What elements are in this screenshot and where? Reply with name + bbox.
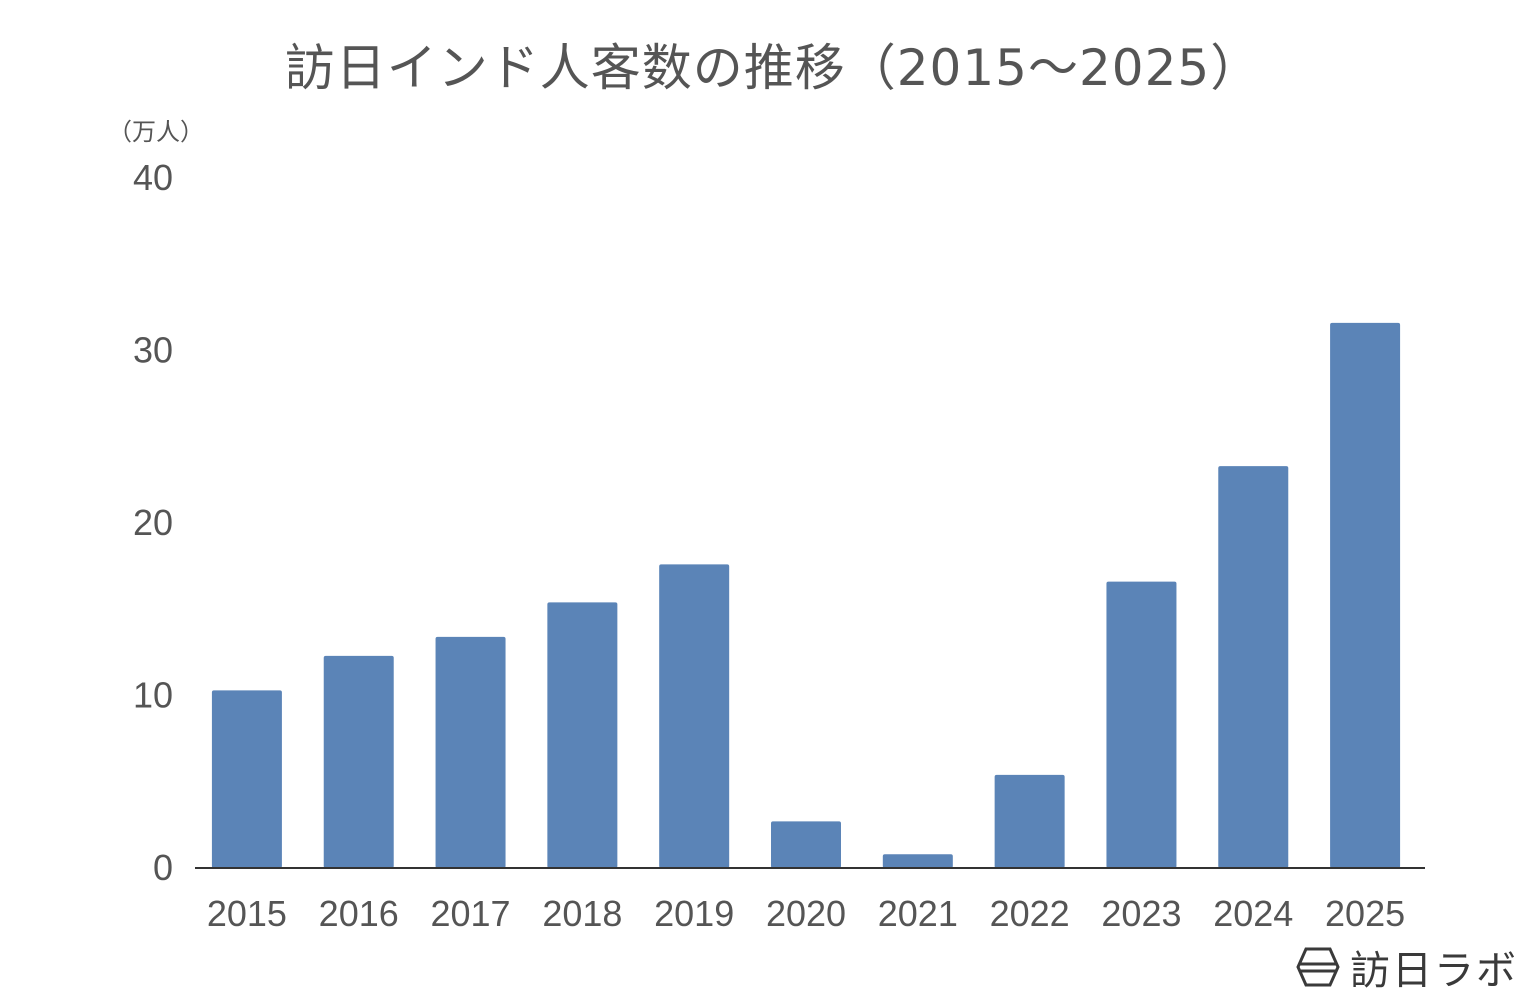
y-tick-label: 0: [153, 847, 173, 888]
bar-2023: [1106, 581, 1177, 868]
x-tick-label: 2018: [542, 893, 622, 934]
hexagon-logo-icon: [1296, 947, 1340, 987]
watermark-text: 訪日ラボ: [1350, 948, 1518, 994]
x-tick-label: 2015: [207, 893, 287, 934]
y-tick-label: 20: [133, 502, 173, 543]
y-tick-label: 10: [133, 675, 173, 716]
x-tick-label: 2017: [430, 893, 510, 934]
bar-2017: [435, 636, 506, 868]
y-tick-label: 30: [133, 330, 173, 371]
x-tick-label: 2023: [1101, 893, 1181, 934]
x-tick-label: 2021: [878, 893, 958, 934]
y-axis-unit-label: （万人）: [108, 118, 204, 146]
bar-2022: [994, 774, 1065, 868]
bar-2015: [211, 690, 282, 868]
x-tick-label: 2020: [766, 893, 846, 934]
bar-2016: [323, 655, 394, 868]
y-tick-label: 40: [133, 157, 173, 198]
x-tick-label: 2019: [654, 893, 734, 934]
bar-2020: [771, 821, 841, 868]
bar-2018: [547, 602, 618, 868]
bar-2021: [882, 854, 953, 868]
bar-2019: [659, 564, 730, 868]
x-tick-label: 2024: [1213, 893, 1293, 934]
x-tick-label: 2025: [1325, 893, 1405, 934]
x-axis-ticks: 2015 2016 2017 2018 2019 2020 2021 2022 2023 2024…: [207, 893, 1405, 934]
x-tick-label: 2016: [319, 893, 399, 934]
chart-title: 訪日インド人客数の推移（2015～2025）: [284, 39, 1262, 97]
bar-2024: [1218, 466, 1289, 868]
bar-2025: [1330, 322, 1401, 868]
y-axis-ticks: 0 10 20 30 40: [133, 157, 173, 888]
bars: [211, 322, 1401, 868]
watermark-logo: 訪日ラボ: [1296, 938, 1518, 996]
x-tick-label: 2022: [990, 893, 1070, 934]
